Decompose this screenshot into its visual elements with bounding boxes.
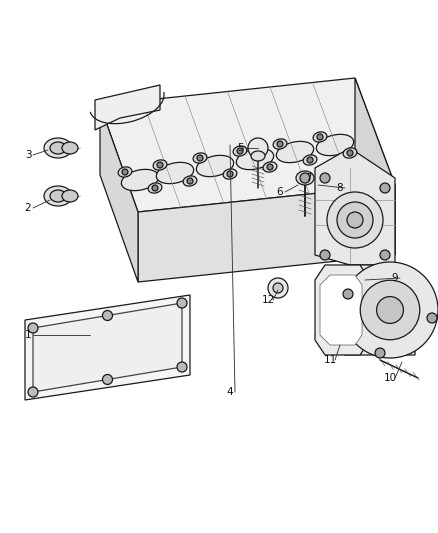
Polygon shape [25, 295, 190, 400]
Text: 6: 6 [277, 187, 283, 197]
Polygon shape [315, 148, 395, 265]
Text: 12: 12 [261, 295, 275, 305]
Circle shape [177, 362, 187, 372]
Text: 3: 3 [25, 150, 31, 160]
Circle shape [102, 375, 113, 384]
Circle shape [380, 183, 390, 193]
Ellipse shape [296, 171, 314, 185]
Ellipse shape [251, 151, 265, 161]
Circle shape [187, 178, 193, 184]
Ellipse shape [148, 183, 162, 193]
Ellipse shape [237, 148, 274, 169]
Circle shape [317, 134, 323, 140]
Polygon shape [33, 303, 182, 392]
Ellipse shape [153, 160, 167, 170]
Circle shape [267, 164, 273, 170]
Circle shape [307, 157, 313, 163]
Circle shape [248, 138, 268, 158]
Ellipse shape [276, 141, 314, 163]
Ellipse shape [263, 162, 277, 172]
Ellipse shape [118, 167, 132, 177]
Circle shape [343, 289, 353, 299]
Circle shape [320, 250, 330, 260]
Polygon shape [320, 275, 362, 345]
Ellipse shape [313, 132, 327, 142]
Circle shape [157, 162, 163, 168]
Ellipse shape [50, 190, 66, 202]
Ellipse shape [303, 155, 317, 165]
Text: 7: 7 [305, 173, 311, 183]
Ellipse shape [44, 138, 72, 158]
Circle shape [360, 280, 420, 340]
Text: 11: 11 [323, 355, 337, 365]
Circle shape [327, 192, 383, 248]
Circle shape [427, 313, 437, 323]
Text: 2: 2 [25, 203, 31, 213]
Circle shape [268, 278, 288, 298]
Circle shape [227, 171, 233, 177]
Circle shape [273, 283, 283, 293]
Polygon shape [320, 265, 415, 355]
Circle shape [342, 262, 438, 358]
Ellipse shape [156, 163, 194, 184]
Ellipse shape [273, 139, 287, 149]
Ellipse shape [233, 146, 247, 156]
Circle shape [177, 298, 187, 308]
Text: 9: 9 [392, 273, 398, 283]
Ellipse shape [62, 190, 78, 202]
Circle shape [277, 141, 283, 147]
Ellipse shape [316, 134, 353, 156]
Ellipse shape [223, 169, 237, 179]
Text: 4: 4 [227, 387, 233, 397]
Ellipse shape [343, 148, 357, 158]
Ellipse shape [50, 142, 66, 154]
Ellipse shape [183, 176, 197, 186]
Polygon shape [95, 85, 160, 130]
Circle shape [300, 173, 310, 183]
Circle shape [320, 173, 330, 183]
Polygon shape [355, 78, 395, 255]
Text: 5: 5 [237, 143, 244, 153]
Ellipse shape [196, 155, 233, 176]
Polygon shape [138, 185, 395, 282]
Circle shape [197, 155, 203, 161]
Text: 1: 1 [25, 330, 31, 340]
Circle shape [237, 148, 243, 154]
Circle shape [28, 323, 38, 333]
Circle shape [28, 387, 38, 397]
Polygon shape [100, 105, 138, 282]
Text: 8: 8 [337, 183, 343, 193]
Circle shape [152, 185, 158, 191]
Circle shape [122, 169, 128, 175]
Ellipse shape [121, 169, 159, 191]
Circle shape [337, 202, 373, 238]
Polygon shape [315, 265, 370, 355]
Text: 10: 10 [383, 373, 396, 383]
Ellipse shape [44, 186, 72, 206]
Circle shape [375, 348, 385, 358]
Circle shape [347, 150, 353, 156]
Polygon shape [100, 78, 395, 212]
Ellipse shape [193, 153, 207, 163]
Ellipse shape [62, 142, 78, 154]
Circle shape [347, 212, 363, 228]
Circle shape [377, 296, 403, 324]
Circle shape [380, 250, 390, 260]
Circle shape [102, 311, 113, 320]
